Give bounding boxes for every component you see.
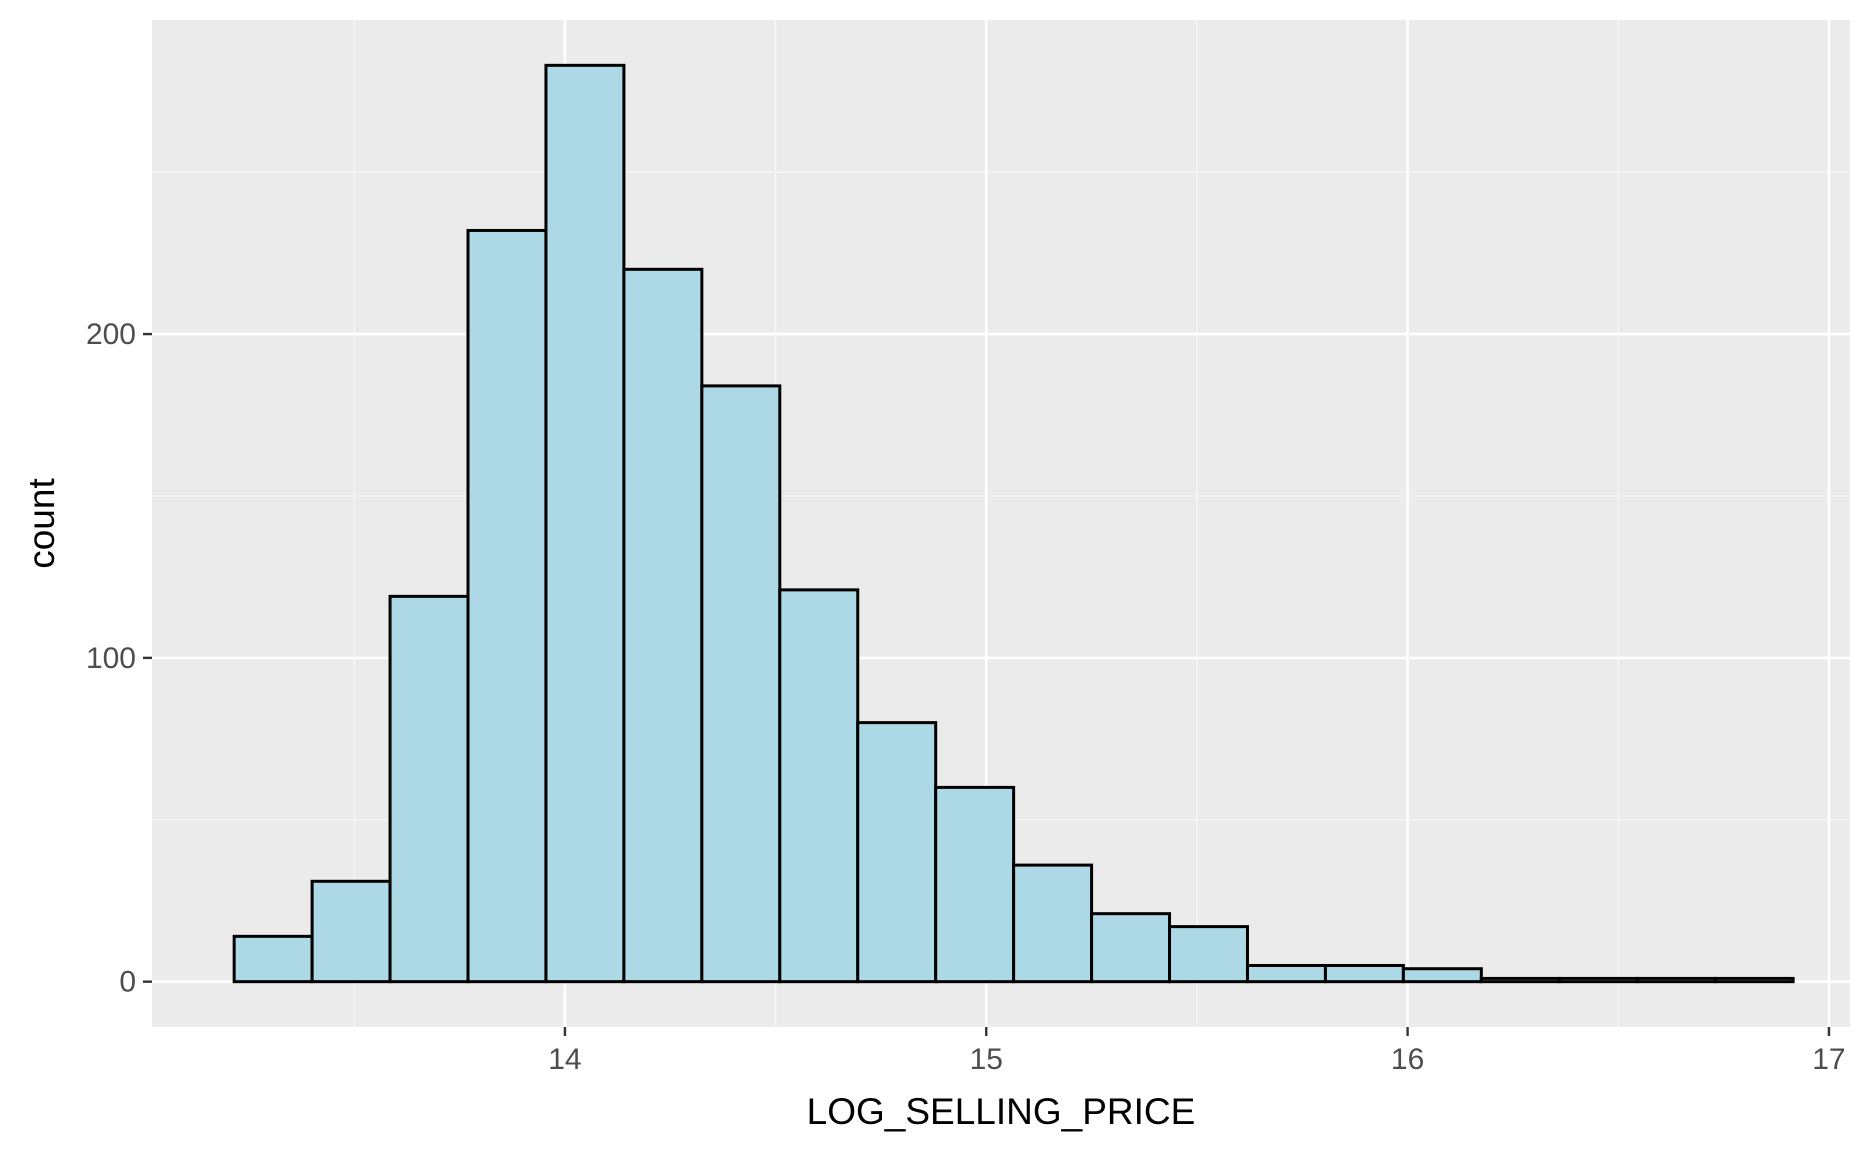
- y-tick-label: 200: [86, 318, 136, 351]
- histogram-bar: [934, 785, 1016, 984]
- y-axis-title: count: [21, 478, 62, 569]
- histogram-bar: [1245, 963, 1327, 984]
- histogram-bar: [1635, 976, 1717, 984]
- y-axis: 0 100 200: [86, 318, 152, 999]
- y-tick-label: 100: [86, 642, 136, 675]
- histogram-bar: [856, 721, 938, 984]
- x-axis: 14 15 16 17: [548, 1027, 1846, 1076]
- x-tick-label: 17: [1812, 1043, 1845, 1076]
- histogram-bar: [1557, 976, 1639, 984]
- histogram-bar: [1090, 912, 1172, 984]
- x-tick-label: 14: [548, 1043, 581, 1076]
- histogram-bar: [310, 879, 392, 984]
- histogram-bar: [700, 384, 782, 984]
- histogram-bar: [1323, 963, 1405, 984]
- x-axis-title: LOG_SELLING_PRICE: [807, 1091, 1196, 1132]
- y-tick-label: 0: [119, 966, 136, 999]
- histogram-bar: [1713, 976, 1795, 984]
- histogram-bar: [1168, 925, 1249, 984]
- x-tick-label: 15: [970, 1043, 1003, 1076]
- histogram-bar: [544, 63, 626, 984]
- histogram-bar: [1479, 976, 1561, 984]
- histogram-bar: [1012, 863, 1094, 984]
- x-tick-label: 16: [1391, 1043, 1424, 1076]
- histogram-bars: [232, 63, 1795, 984]
- histogram-bar: [778, 588, 860, 984]
- histogram-bar: [232, 934, 314, 984]
- histogram-bar: [388, 594, 470, 984]
- histogram-bar: [466, 228, 548, 984]
- histogram-bar: [622, 267, 704, 984]
- histogram-bar: [1401, 967, 1483, 984]
